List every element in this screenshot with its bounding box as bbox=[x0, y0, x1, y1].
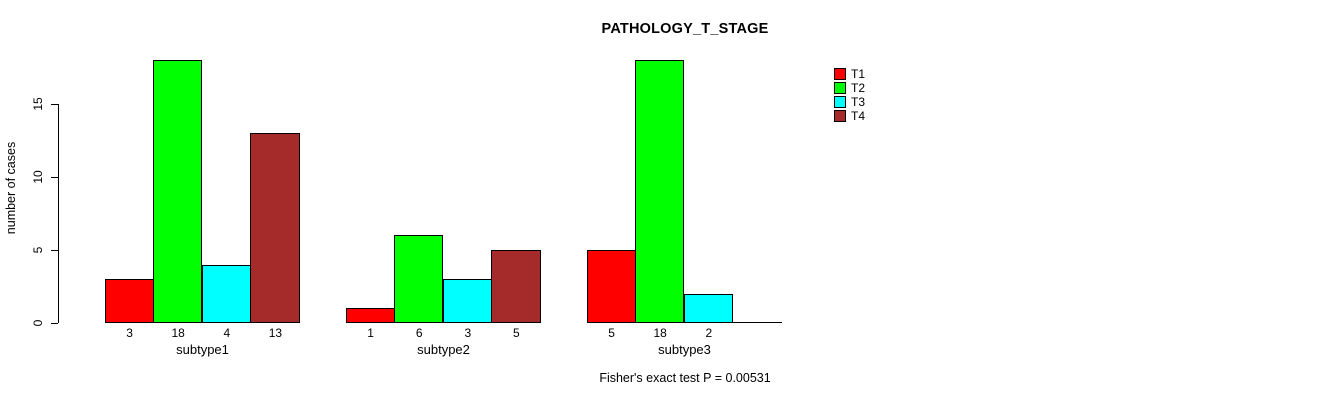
legend-label: T3 bbox=[851, 95, 866, 109]
bar-value-label: 5 bbox=[608, 326, 615, 340]
bar-t4-subtype1 bbox=[250, 133, 300, 323]
bar-value-label: 3 bbox=[126, 326, 133, 340]
y-tick-label: 5 bbox=[30, 246, 45, 254]
y-axis-label: number of cases bbox=[4, 141, 18, 235]
bar-t1-subtype3 bbox=[587, 250, 636, 323]
bar-t2-subtype1 bbox=[152, 60, 203, 323]
bar-t3-subtype3 bbox=[683, 293, 734, 323]
bar-value-label: 18 bbox=[171, 326, 185, 340]
bar-value-label: 1 bbox=[367, 326, 374, 340]
bar-t2-subtype3 bbox=[634, 60, 685, 323]
legend-swatch-t3 bbox=[834, 96, 846, 108]
bar-t2-subtype2 bbox=[393, 235, 444, 323]
bar-t3-subtype2 bbox=[442, 279, 493, 323]
bar-value-label: 4 bbox=[223, 326, 231, 340]
bar-value-label: 2 bbox=[705, 326, 713, 340]
zero-bar-t4-subtype3 bbox=[733, 322, 782, 323]
y-tick bbox=[51, 176, 58, 178]
bar-value-label: 13 bbox=[268, 326, 283, 340]
legend-item-t1: T1 bbox=[834, 68, 865, 80]
y-tick bbox=[51, 103, 58, 105]
group-label-subtype3: subtype3 bbox=[658, 342, 711, 357]
legend-label: T2 bbox=[851, 81, 866, 95]
legend-item-t2: T2 bbox=[834, 82, 865, 94]
bar-value-label: 3 bbox=[464, 326, 472, 340]
legend-item-t3: T3 bbox=[834, 96, 865, 108]
legend-swatch-t2 bbox=[834, 82, 846, 94]
y-tick-label: 15 bbox=[30, 97, 45, 111]
legend-label: T4 bbox=[851, 109, 866, 123]
y-tick-label: 0 bbox=[30, 319, 45, 327]
bar-t4-subtype2 bbox=[491, 250, 541, 323]
stats-note: Fisher's exact test P = 0.00531 bbox=[599, 371, 771, 385]
group-label-subtype1: subtype1 bbox=[176, 342, 229, 357]
legend-swatch-t4 bbox=[834, 110, 846, 122]
chart-title: PATHOLOGY_T_STAGE bbox=[601, 21, 769, 37]
legend-swatch-t1 bbox=[834, 68, 846, 80]
y-tick-label: 10 bbox=[30, 170, 45, 184]
legend-item-t4: T4 bbox=[834, 110, 865, 122]
bar-t1-subtype2 bbox=[346, 308, 395, 323]
y-tick bbox=[51, 322, 58, 324]
bar-value-label: 18 bbox=[653, 326, 667, 340]
group-label-subtype2: subtype2 bbox=[417, 342, 470, 357]
bar-t3-subtype1 bbox=[201, 264, 252, 323]
bar-t1-subtype1 bbox=[105, 279, 154, 323]
y-tick bbox=[51, 249, 58, 251]
y-axis-line bbox=[57, 104, 59, 323]
bar-value-label: 5 bbox=[513, 326, 520, 340]
legend-label: T1 bbox=[851, 67, 866, 81]
bar-value-label: 6 bbox=[415, 326, 423, 340]
